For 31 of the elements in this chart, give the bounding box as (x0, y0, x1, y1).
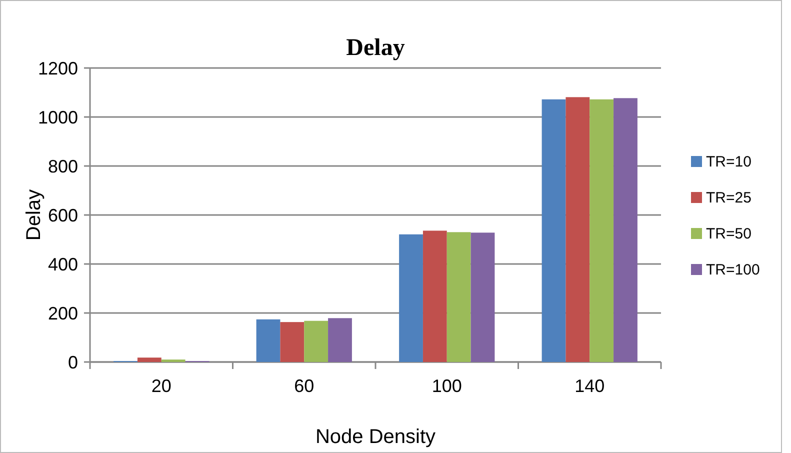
bar (256, 319, 280, 362)
y-tick-label: 1200 (38, 58, 78, 78)
legend-label: TR=10 (706, 153, 752, 170)
x-tick-label: 100 (432, 376, 462, 396)
y-tick-label: 400 (48, 254, 78, 274)
bar (137, 358, 162, 362)
bar (590, 99, 614, 362)
chart-title: Delay (346, 35, 405, 61)
x-tick-label: 60 (294, 376, 314, 396)
x-tick-label: 140 (574, 376, 605, 396)
bar (280, 322, 304, 362)
y-tick-label: 0 (68, 352, 78, 372)
bar (614, 98, 638, 362)
y-tick-label: 200 (48, 303, 78, 324)
bar (304, 320, 328, 362)
legend-label: TR=100 (706, 261, 760, 278)
legend-label: TR=25 (706, 189, 752, 206)
y-tick-label: 1000 (38, 107, 78, 128)
bar (446, 232, 471, 362)
bar (542, 99, 566, 362)
bar (470, 232, 495, 362)
x-tick-label: 20 (151, 376, 172, 396)
x-axis-title: Node Density (315, 426, 436, 448)
bar (566, 97, 590, 362)
y-tick-label: 600 (48, 205, 78, 226)
bar (422, 230, 447, 362)
bar (399, 234, 423, 362)
y-tick-label: 800 (48, 156, 78, 176)
legend-label: TR=50 (706, 225, 752, 242)
bar (328, 318, 352, 362)
y-axis-title: Delay (23, 189, 45, 241)
